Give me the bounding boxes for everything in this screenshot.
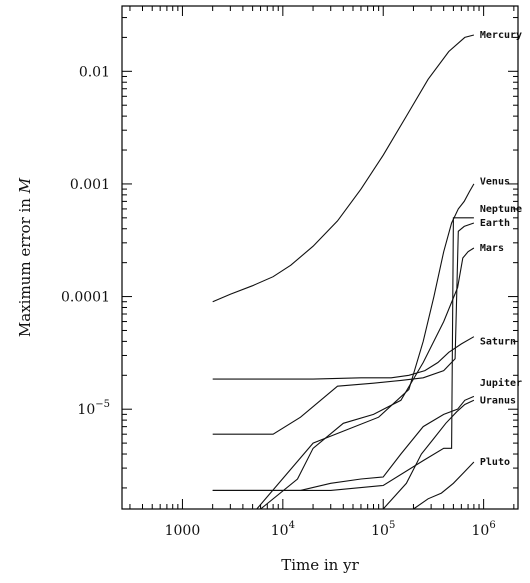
series-labels: Mercury Venus Neptune Earth Mars Saturn Jupite…: [480, 30, 522, 468]
series-label-neptune: Neptune: [480, 204, 522, 215]
series-label-saturn: Saturn: [480, 336, 516, 347]
series-label-venus: Venus: [480, 177, 510, 188]
y-tick-label: 10−5: [77, 399, 110, 418]
series-line-jupiter: [212, 395, 475, 491]
y-axis-title: Maximum error in M: [16, 177, 34, 337]
series-line-mars: [260, 247, 475, 509]
series-label-mars: Mars: [480, 243, 504, 254]
tick-labels: 1000 104 105 106 0.01 0.001 0.0001 10−5: [61, 64, 496, 539]
y-tick-label: 0.01: [79, 64, 110, 80]
series-label-earth: Earth: [480, 218, 510, 229]
series-label-pluto: Pluto: [480, 457, 510, 468]
axis-ticks: [122, 6, 518, 509]
series-line-pluto: [413, 461, 475, 509]
x-axis-title: Time in yr: [281, 556, 359, 574]
series-line-saturn: [212, 336, 475, 380]
series-label-mercury: Mercury: [480, 30, 522, 41]
series-label-jupiter: Jupiter: [480, 377, 522, 389]
series-line-uranus: [382, 399, 475, 509]
x-tick-label: 106: [472, 520, 496, 539]
series-label-uranus: Uranus: [480, 395, 516, 406]
plot-frame: [121, 5, 519, 510]
y-tick-label: 0.001: [70, 177, 110, 193]
series-line-neptune: [212, 217, 474, 491]
y-tick-label: 0.0001: [61, 290, 110, 306]
series-lines: [212, 34, 475, 509]
series-line-earth: [212, 222, 475, 435]
x-tick-label: 105: [371, 520, 395, 539]
series-line-mercury: [212, 34, 475, 303]
x-tick-label: 104: [271, 520, 295, 539]
series-line-venus: [256, 183, 475, 509]
x-tick-label: 1000: [165, 523, 201, 539]
